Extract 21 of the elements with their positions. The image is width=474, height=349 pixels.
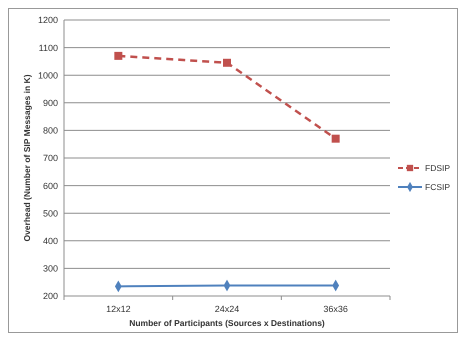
legend-label: FCSIP: [425, 182, 450, 192]
y-tick-label: 1000: [38, 70, 58, 80]
y-tick-label: 200: [42, 291, 58, 302]
y-tick-label: 500: [42, 208, 58, 218]
point: [114, 52, 122, 60]
x-axis-title: Number of Participants (Sources x Destinations): [129, 318, 325, 328]
y-tick-label: 1100: [38, 42, 58, 53]
y-tick-label: 800: [42, 126, 58, 136]
x-tick-label: 36x36: [323, 304, 348, 314]
y-tick-label: 700: [42, 153, 58, 164]
point: [332, 134, 340, 143]
legend-label: FDSIP: [425, 162, 450, 173]
y-tick-label: 600: [42, 180, 58, 191]
y-tick-label: 300: [42, 264, 58, 274]
x-tick-label: 24x24: [214, 304, 240, 314]
y-tick-label: 400: [42, 236, 58, 246]
y-tick-label: 900: [42, 98, 58, 108]
point: [223, 58, 231, 67]
y-axis-title: Overhead (Number of SIP Messages in K): [22, 74, 32, 242]
x-tick-label: 12x12: [106, 304, 131, 314]
y-tick-label: 1200: [38, 15, 58, 26]
